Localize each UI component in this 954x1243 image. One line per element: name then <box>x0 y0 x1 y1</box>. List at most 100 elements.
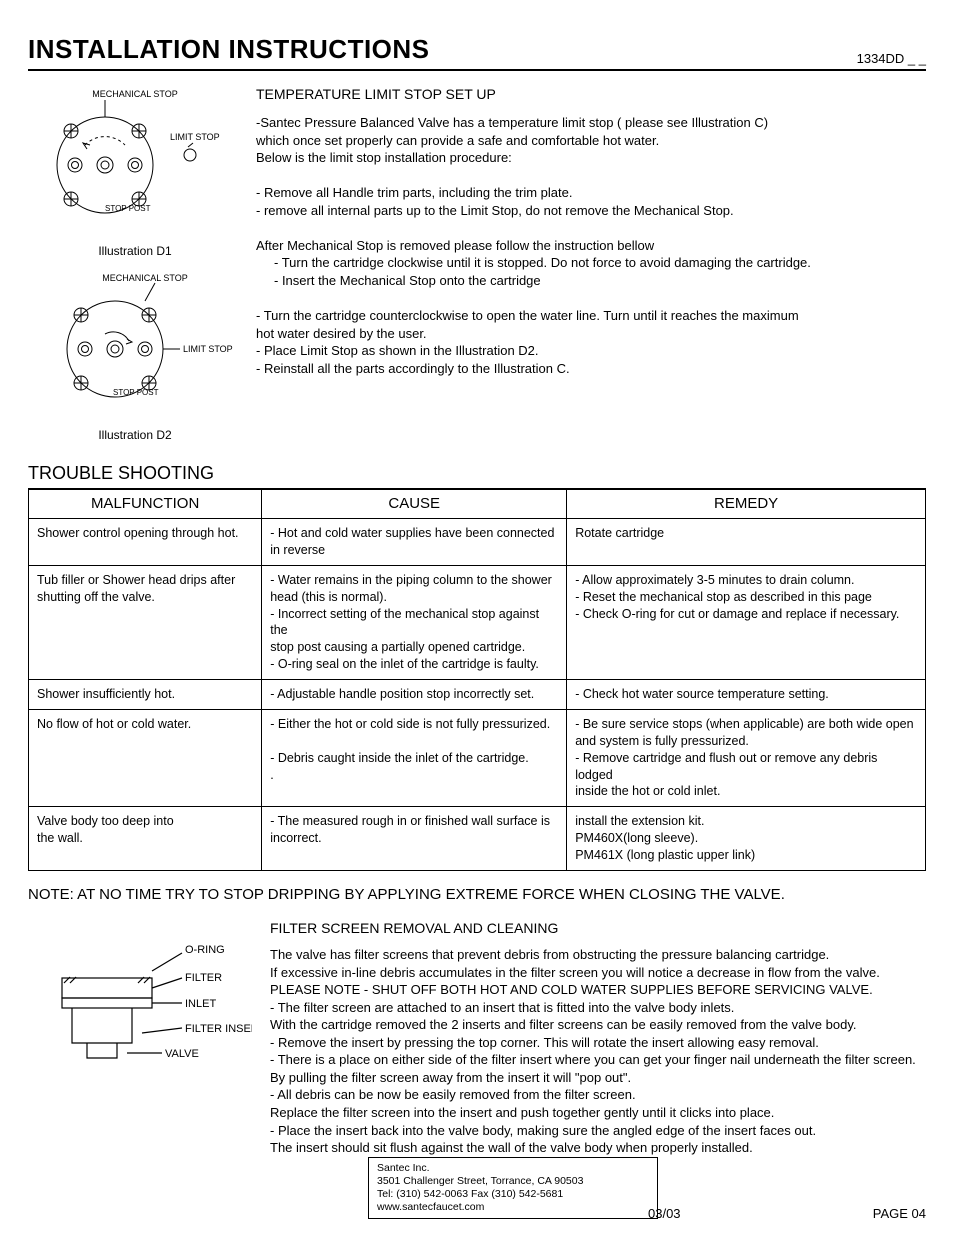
illustration-d2-caption: Illustration D2 <box>98 427 171 443</box>
company-address: 3501 Challenger Street, Torrance, CA 905… <box>377 1175 649 1188</box>
valve-label: VALVE <box>165 1048 199 1060</box>
cell-text: Shower insufficiently hot. <box>37 687 175 701</box>
body-line: If excessive in-line debris accumulates … <box>270 964 926 982</box>
filter-diagram-column: O-RING FILTER INLET FILTER INSERT VALVE <box>28 919 252 1156</box>
cell-malfunction: Shower insufficiently hot. <box>29 680 262 710</box>
step-line: hot water desired by the user. <box>256 325 926 343</box>
cell-remedy: - Allow approximately 3-5 minutes to dra… <box>567 565 926 679</box>
valve-diagram-d1-icon: MECHANICAL STOP <box>35 85 235 235</box>
temp-limit-title: TEMPERATURE LIMIT STOP SET UP <box>256 85 926 104</box>
table-header-row: MALFUNCTION CAUSE REMEDY <box>29 489 926 518</box>
cell-text: - Water remains in the piping column to … <box>270 573 552 671</box>
troubleshooting-table: MALFUNCTION CAUSE REMEDY Shower control … <box>28 489 926 871</box>
after-line: After Mechanical Stop is removed please … <box>256 237 926 255</box>
table-row: Shower control opening through hot. - Ho… <box>29 519 926 566</box>
cell-text: Valve body too deep into the wall. <box>37 814 174 845</box>
doc-date: 03/03 <box>648 1205 681 1223</box>
stop-post-label: STOP POST <box>105 204 151 213</box>
cell-malfunction: Shower control opening through hot. <box>29 519 262 566</box>
filter-diagram-icon: O-RING FILTER INLET FILTER INSERT VALVE <box>32 923 252 1083</box>
cell-text: Tub filler or Shower head drips after sh… <box>37 573 235 604</box>
table-row: Shower insufficiently hot. - Adjustable … <box>29 680 926 710</box>
table-row: Valve body too deep into the wall. - The… <box>29 807 926 871</box>
valve-diagram-d2-icon: MECHANICAL STOP STOP POST <box>35 269 235 419</box>
body-line: With the cartridge removed the 2 inserts… <box>270 1016 926 1034</box>
limit-stop-label: LIMIT STOP <box>183 344 233 354</box>
filter-insert-label: FILTER INSERT <box>185 1023 252 1035</box>
mech-stop-label: MECHANICAL STOP <box>92 89 178 99</box>
col-cause: CAUSE <box>262 489 567 518</box>
cell-malfunction: Tub filler or Shower head drips after sh… <box>29 565 262 679</box>
temp-limit-text: TEMPERATURE LIMIT STOP SET UP -Santec Pr… <box>256 85 926 453</box>
cell-cause: - The measured rough in or finished wall… <box>262 807 567 871</box>
body-line: PLEASE NOTE - SHUT OFF BOTH HOT AND COLD… <box>270 981 926 999</box>
doc-code: 1334DD _ _ <box>857 50 926 68</box>
intro-line: -Santec Pressure Balanced Valve has a te… <box>256 114 926 132</box>
step-line: - Remove all Handle trim parts, includin… <box>256 184 926 202</box>
page-title: INSTALLATION INSTRUCTIONS <box>28 32 430 67</box>
cell-cause: - Adjustable handle position stop incorr… <box>262 680 567 710</box>
step-line: - Reinstall all the parts accordingly to… <box>256 360 926 378</box>
col-malfunction: MALFUNCTION <box>29 489 262 518</box>
limit-stop-label: LIMIT STOP <box>170 132 220 142</box>
page-header: INSTALLATION INSTRUCTIONS 1334DD _ _ <box>28 32 926 71</box>
illustration-d1: MECHANICAL STOP <box>32 85 238 259</box>
illustration-d2: MECHANICAL STOP STOP POST <box>32 269 238 443</box>
table-row: No flow of hot or cold water. - Either t… <box>29 709 926 806</box>
page-number: PAGE 04 <box>873 1205 926 1223</box>
cell-text: - Hot and cold water supplies have been … <box>270 526 554 557</box>
filter-section: O-RING FILTER INLET FILTER INSERT VALVE … <box>28 919 926 1156</box>
cell-text: Rotate cartridge <box>575 526 664 540</box>
cell-text: - Either the hot or cold side is not ful… <box>270 717 550 782</box>
after-sub: - Turn the cartridge clockwise until it … <box>274 254 926 272</box>
table-row: Tub filler or Shower head drips after sh… <box>29 565 926 679</box>
body-line: Replace the filter screen into the inser… <box>270 1104 926 1122</box>
cell-remedy: Rotate cartridge <box>567 519 926 566</box>
body-line: By pulling the filter screen away from t… <box>270 1069 926 1087</box>
body-line: - Remove the insert by pressing the top … <box>270 1034 926 1052</box>
troubleshooting-title: TROUBLE SHOOTING <box>28 461 926 488</box>
cell-cause: - Water remains in the piping column to … <box>262 565 567 679</box>
mech-stop-label: MECHANICAL STOP <box>102 273 188 283</box>
step-line: - Turn the cartridge counterclockwise to… <box>256 307 926 325</box>
body-line: - The filter screen are attached to an i… <box>270 999 926 1017</box>
cell-text: No flow of hot or cold water. <box>37 717 191 731</box>
temp-limit-section: MECHANICAL STOP <box>28 85 926 453</box>
cell-remedy: install the extension kit. PM460X(long s… <box>567 807 926 871</box>
cell-text: install the extension kit. PM460X(long s… <box>575 814 755 862</box>
filter-text: FILTER SCREEN REMOVAL AND CLEANING The v… <box>270 919 926 1156</box>
body-line: - There is a place on either side of the… <box>270 1051 926 1069</box>
cell-text: - Be sure service stops (when applicable… <box>575 717 913 799</box>
company-name: Santec Inc. <box>377 1162 649 1175</box>
body-line: - Place the insert back into the valve b… <box>270 1122 926 1140</box>
intro-line: which once set properly can provide a sa… <box>256 132 926 150</box>
cell-text: - Check hot water source temperature set… <box>575 687 829 701</box>
cell-remedy: - Check hot water source temperature set… <box>567 680 926 710</box>
cell-text: - Adjustable handle position stop incorr… <box>270 687 534 701</box>
col-remedy: REMEDY <box>567 489 926 518</box>
cell-malfunction: Valve body too deep into the wall. <box>29 807 262 871</box>
body-line: The insert should sit flush against the … <box>270 1139 926 1157</box>
cell-text: - Allow approximately 3-5 minutes to dra… <box>575 573 899 621</box>
cell-cause: - Either the hot or cold side is not ful… <box>262 709 567 806</box>
cell-malfunction: No flow of hot or cold water. <box>29 709 262 806</box>
cell-text: Shower control opening through hot. <box>37 526 239 540</box>
body-line: The valve has filter screens that preven… <box>270 946 926 964</box>
filter-title: FILTER SCREEN REMOVAL AND CLEANING <box>270 919 926 938</box>
after-sub: - Insert the Mechanical Stop onto the ca… <box>274 272 926 290</box>
filter-label: FILTER <box>185 972 222 984</box>
illustration-d1-caption: Illustration D1 <box>98 243 171 259</box>
stop-post-label: STOP POST <box>113 388 159 397</box>
oring-label: O-RING <box>185 944 225 956</box>
intro-line: Below is the limit stop installation pro… <box>256 149 926 167</box>
step-line: - Place Limit Stop as shown in the Illus… <box>256 342 926 360</box>
step-line: - remove all internal parts up to the Li… <box>256 202 926 220</box>
body-line: - All debris can be now be easily remove… <box>270 1086 926 1104</box>
company-tel: Tel: (310) 542-0063 Fax (310) 542-5681 <box>377 1188 649 1201</box>
warning-note: NOTE: AT NO TIME TRY TO STOP DRIPPING BY… <box>28 885 926 905</box>
cell-text: - The measured rough in or finished wall… <box>270 814 550 845</box>
illustrations-column: MECHANICAL STOP <box>28 85 238 453</box>
cell-cause: - Hot and cold water supplies have been … <box>262 519 567 566</box>
inlet-label: INLET <box>185 998 216 1010</box>
cell-remedy: - Be sure service stops (when applicable… <box>567 709 926 806</box>
